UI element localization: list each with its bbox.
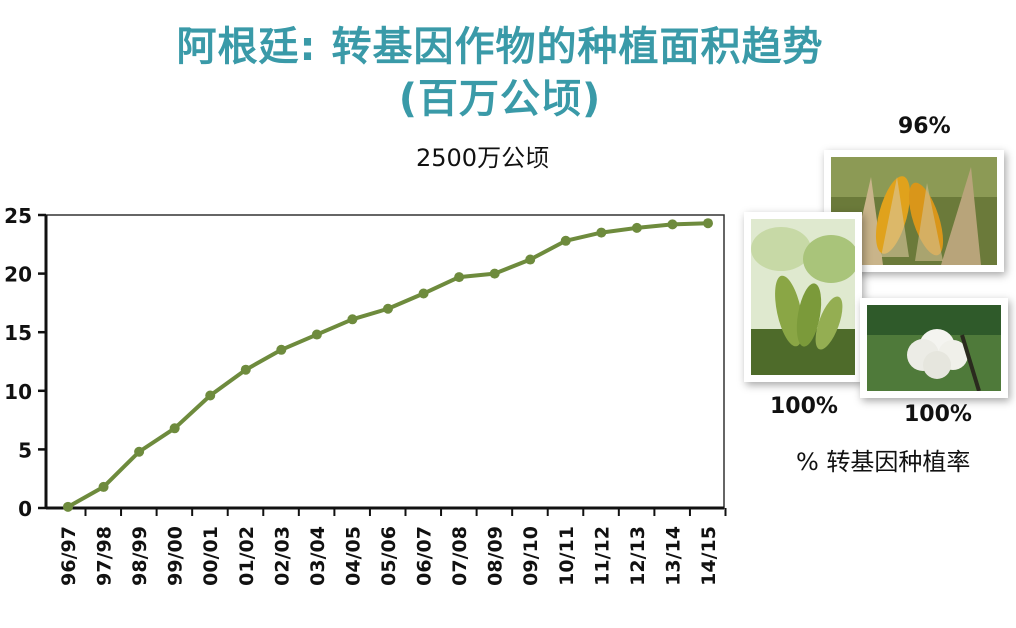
data-point <box>347 314 358 325</box>
data-point <box>383 303 393 314</box>
data-point <box>240 364 251 375</box>
data-point <box>454 272 465 283</box>
data-point <box>311 329 322 340</box>
chart-title-line2: (百万公顷) <box>398 76 602 122</box>
x-tick-label: 04/05 <box>342 526 364 586</box>
x-tick-label: 02/03 <box>271 526 293 586</box>
x-tick-label: 09/10 <box>520 526 542 586</box>
x-tick-label: 06/07 <box>414 526 436 586</box>
x-tick-label: 13/14 <box>662 526 684 586</box>
x-tick-label: 00/01 <box>200 526 222 586</box>
data-point <box>205 390 216 401</box>
x-tick-label: 03/04 <box>307 526 329 586</box>
x-tick-label: 96/97 <box>58 526 80 586</box>
y-tick-label: 25 <box>4 204 32 228</box>
x-tick-label: 01/02 <box>236 526 258 586</box>
y-tick-label: 15 <box>4 321 32 345</box>
adoption-rate-caption: % 转基因种植率 <box>796 448 971 476</box>
soybean-photo <box>744 212 862 382</box>
x-tick-label: 07/08 <box>449 526 471 586</box>
x-tick-label: 99/00 <box>165 526 187 586</box>
data-point <box>489 268 500 279</box>
data-point <box>169 423 180 434</box>
cotton-photo <box>860 298 1008 398</box>
x-tick-label: 98/99 <box>129 526 151 586</box>
x-tick-label: 05/06 <box>378 526 400 586</box>
corn-image <box>831 157 997 265</box>
y-tick-label: 0 <box>18 497 32 521</box>
data-point <box>703 218 713 229</box>
soybean-percent: 100% <box>770 394 838 419</box>
peak-annotation: 2500万公顷 <box>416 144 550 172</box>
data-point <box>596 227 607 238</box>
data-point <box>525 254 536 265</box>
cotton-percent: 100% <box>904 402 972 427</box>
corn-photo <box>824 150 1004 272</box>
data-point <box>134 446 145 457</box>
data-point <box>560 235 571 246</box>
x-tick-label: 12/13 <box>627 526 649 586</box>
cotton-image <box>867 305 1001 391</box>
chart-title-line1: 阿根廷: 转基因作物的种植面积趋势 <box>176 24 824 70</box>
series-line <box>67 221 709 509</box>
plot-frame <box>45 214 725 509</box>
y-tick-label: 10 <box>4 380 32 404</box>
x-tick-label: 10/11 <box>556 526 578 586</box>
x-tick-label: 97/98 <box>94 526 116 586</box>
y-tick-label: 20 <box>4 263 32 287</box>
data-point <box>276 344 287 355</box>
x-tick-label: 11/12 <box>591 526 613 586</box>
data-point <box>667 219 678 230</box>
data-point <box>63 501 73 512</box>
x-tick-label: 08/09 <box>485 526 507 586</box>
soybean-image <box>751 219 855 375</box>
data-point <box>418 288 429 299</box>
data-point <box>98 481 109 492</box>
line-chart: 0 5 10 15 20 25 96/97 97/98 98/99 99/00 00/01 01/02… <box>4 204 727 586</box>
corn-percent: 96% <box>898 114 951 139</box>
y-tick-label: 5 <box>18 438 32 462</box>
x-tick-label: 14/15 <box>698 526 720 586</box>
data-point <box>631 222 642 233</box>
